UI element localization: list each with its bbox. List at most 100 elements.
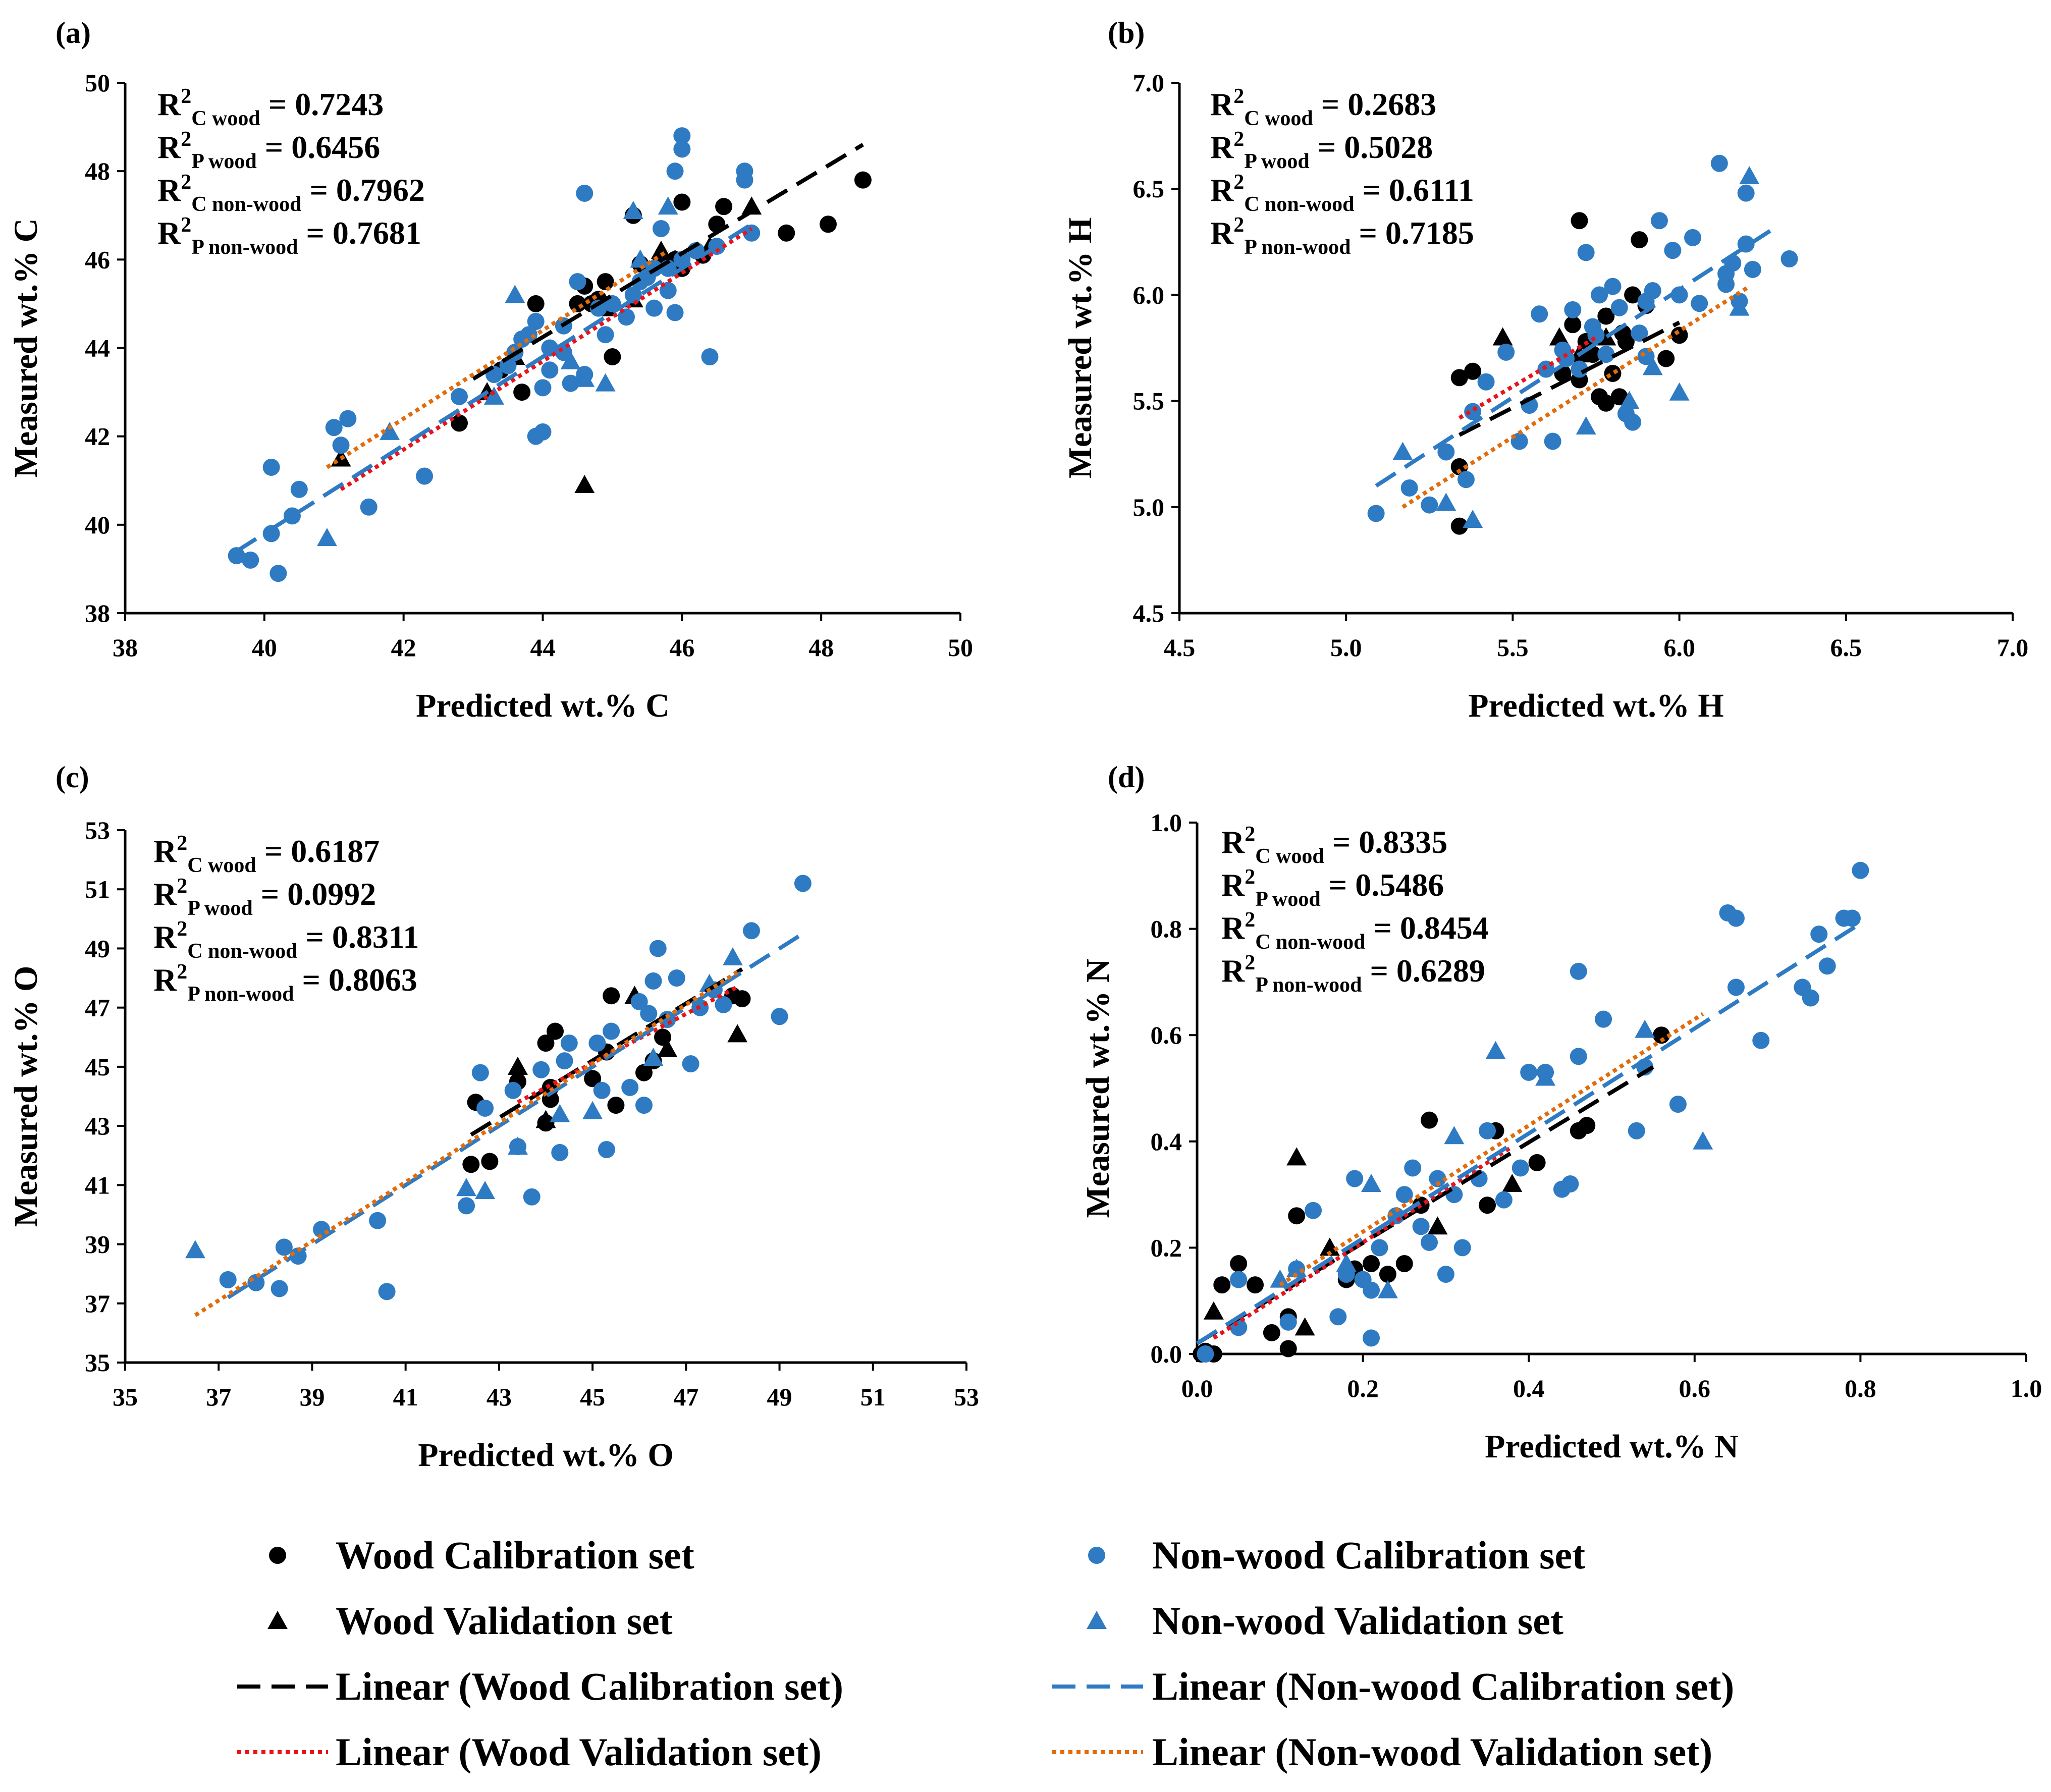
data-point — [1818, 957, 1836, 975]
x-tick-label: 41 — [393, 1383, 418, 1411]
data-point — [1635, 1019, 1655, 1038]
data-point — [682, 1055, 699, 1073]
r2-superscript: 2 — [177, 960, 187, 984]
x-tick-label: 45 — [580, 1383, 605, 1411]
r2-superscript: 2 — [1245, 908, 1255, 932]
r2-value: = 0.0992 — [253, 876, 376, 912]
data-point — [471, 1064, 489, 1081]
data-point — [1247, 1276, 1264, 1294]
r2-annotation: R2P wood = 0.5028 — [1210, 128, 1433, 173]
r2-base: R — [1210, 129, 1234, 165]
data-point — [1437, 443, 1455, 461]
data-point — [532, 1061, 550, 1078]
fit-line-linear-wood-calibration-set- — [1458, 320, 1681, 437]
r2-subscript: P wood — [1255, 888, 1321, 911]
r2-base: R — [153, 876, 177, 912]
r2-value: = 0.5028 — [1310, 129, 1433, 165]
data-point — [771, 1008, 788, 1025]
data-point — [819, 215, 837, 233]
data-point — [1395, 1186, 1413, 1204]
data-point — [1520, 1063, 1538, 1081]
data-point — [451, 388, 468, 405]
series-non-wood-validation-set — [316, 196, 678, 547]
legend-label: Wood Calibration set — [336, 1533, 694, 1577]
legend: Wood Calibration set Non-wood Calibration… — [237, 1533, 1734, 1774]
data-point — [645, 299, 663, 317]
data-point — [1279, 1340, 1297, 1357]
r2-base: R — [1210, 86, 1234, 122]
x-tick-label: 53 — [954, 1383, 979, 1411]
data-point — [1492, 327, 1513, 346]
y-tick-label: 0.6 — [1151, 1021, 1182, 1049]
x-tick-label: 0.2 — [1347, 1374, 1379, 1402]
series-wood-calibration-set — [1450, 212, 1688, 535]
x-tick-label: 44 — [530, 633, 556, 662]
r2-value: = 0.6289 — [1362, 953, 1485, 989]
data-point — [588, 1035, 606, 1052]
data-point — [630, 249, 651, 268]
data-point — [537, 1035, 555, 1052]
data-point — [380, 421, 400, 440]
data-point — [1512, 1159, 1529, 1177]
y-tick-label: 5.0 — [1133, 493, 1165, 521]
panel-c: (c) 35 37 39 41 43 45 47 49 51 53 35 37 39 41 43 45 47 49 5… — [8, 761, 979, 1474]
data-point — [1727, 909, 1745, 927]
fit-line-linear-wood-validation-set- — [340, 227, 753, 492]
data-point — [1361, 1174, 1382, 1192]
r2-annotation: R2C wood = 0.7243 — [157, 85, 384, 130]
data-point — [1319, 1237, 1340, 1256]
data-point — [505, 285, 525, 303]
data-point — [1650, 212, 1668, 230]
y-tick-label: 6.0 — [1133, 281, 1165, 309]
y-tick-label: 37 — [85, 1289, 110, 1318]
data-point — [1400, 479, 1418, 497]
data-point — [1631, 231, 1648, 249]
data-point — [1427, 1216, 1448, 1235]
r2-annotation: R2C non-wood = 0.6111 — [1210, 171, 1474, 216]
r2-superscript: 2 — [1233, 171, 1244, 194]
data-point — [593, 1081, 611, 1099]
legend-label: Linear (Wood Calibration set) — [336, 1664, 843, 1708]
data-point — [1637, 348, 1655, 365]
data-point — [630, 993, 648, 1010]
legend-marker — [1088, 1547, 1105, 1564]
r2-subscript: C wood — [191, 107, 260, 130]
data-point — [1571, 212, 1588, 230]
data-point — [339, 410, 357, 427]
data-point — [550, 1104, 570, 1122]
data-point — [1437, 1266, 1454, 1283]
data-point — [1570, 962, 1587, 980]
data-point — [1392, 442, 1413, 460]
x-tick-label: 0.4 — [1513, 1374, 1545, 1402]
data-point — [1453, 1239, 1471, 1257]
data-point — [666, 162, 684, 180]
y-tick-label: 0.4 — [1151, 1127, 1182, 1156]
data-point — [1367, 505, 1385, 522]
data-point — [1642, 357, 1663, 375]
r2-superscript: 2 — [1233, 128, 1244, 151]
r2-annotation: R2C non-wood = 0.8311 — [153, 917, 419, 963]
data-point — [1717, 265, 1735, 283]
x-tick-label: 43 — [487, 1383, 512, 1411]
data-point — [603, 1022, 620, 1040]
series-wood-calibration-set — [1193, 1026, 1670, 1363]
r2-subscript: P wood — [1244, 150, 1310, 173]
data-point — [673, 127, 691, 145]
r2-value: = 0.7681 — [298, 215, 421, 251]
data-point — [1684, 229, 1702, 246]
data-point — [458, 1197, 475, 1215]
data-point — [1421, 496, 1438, 514]
r2-annotation: R2C wood = 0.6187 — [153, 832, 380, 877]
y-tick-label: 0.2 — [1151, 1233, 1182, 1262]
fit-line-linear-non-wood-calibration-set- — [1196, 921, 1862, 1345]
data-point — [1363, 1255, 1380, 1272]
y-tick-label: 43 — [85, 1112, 110, 1140]
x-tick-label: 0.6 — [1679, 1374, 1711, 1402]
data-point — [534, 379, 552, 397]
x-tick-label: 48 — [808, 633, 834, 662]
series-non-wood-validation-set — [1392, 166, 1760, 528]
series-non-wood-calibration-set — [1197, 861, 1869, 1363]
r2-value: = 0.7185 — [1351, 215, 1474, 251]
r2-value: = 0.7243 — [260, 86, 384, 122]
data-point — [1457, 471, 1475, 488]
